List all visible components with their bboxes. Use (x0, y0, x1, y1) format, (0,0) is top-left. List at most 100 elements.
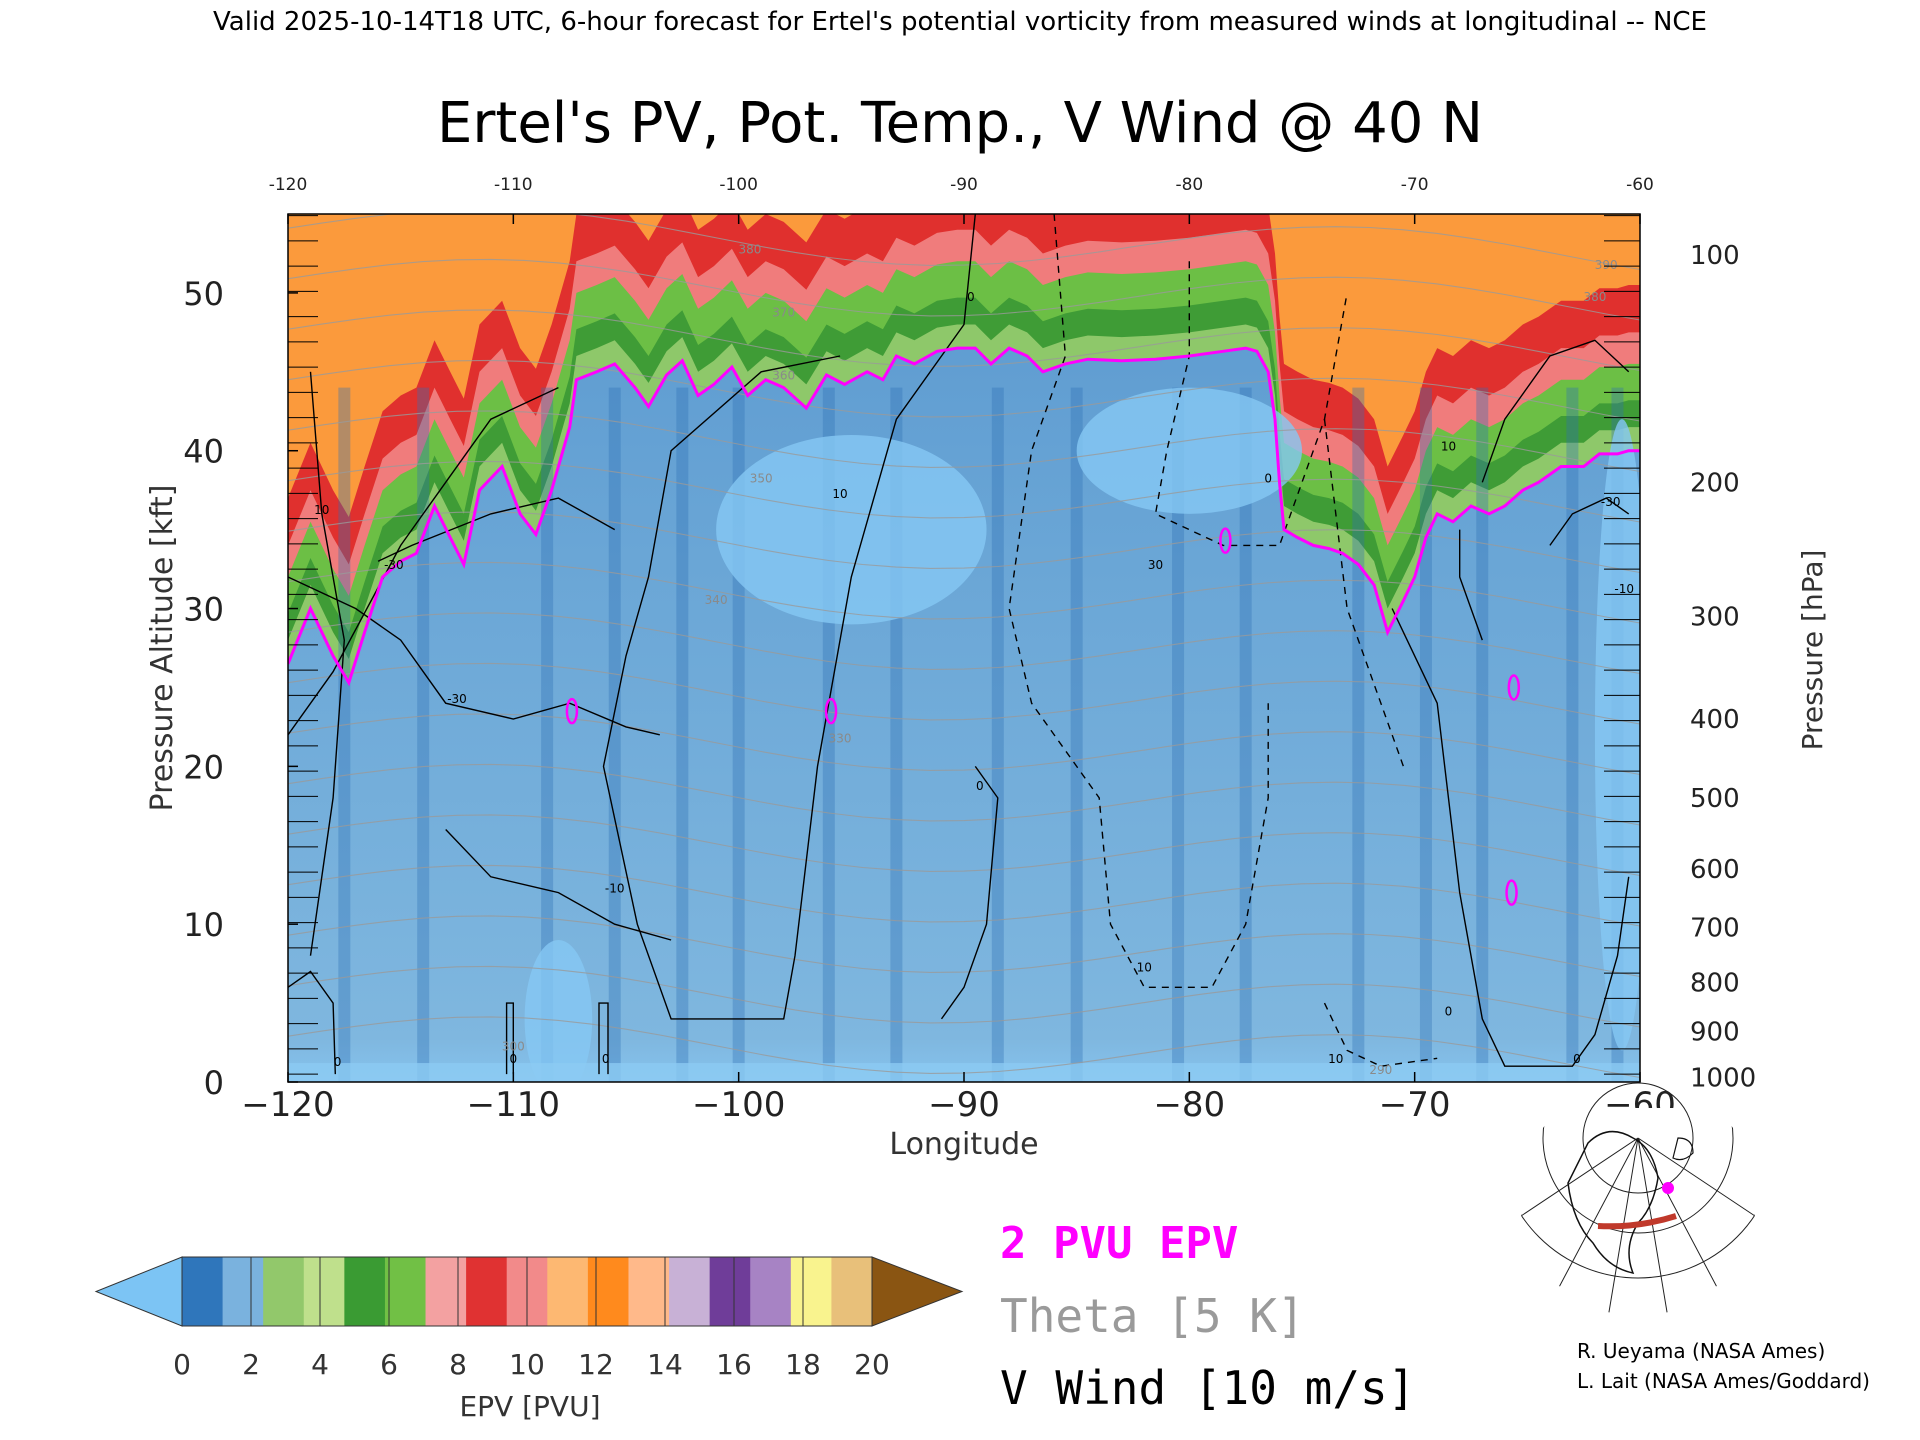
colorbar-tick-label: 16 (716, 1348, 752, 1381)
pv-isolated-contour (1505, 879, 1518, 906)
theta-label: 370 (772, 306, 795, 320)
vwind-contour (377, 497, 616, 562)
colorbar-segment (222, 1257, 264, 1326)
theta-contour (288, 612, 1640, 675)
theta-contour (288, 915, 1640, 978)
x-tick-label-top: -110 (494, 175, 533, 195)
y-tick-label: 40 (183, 433, 224, 471)
theta-label: 380 (1583, 290, 1606, 304)
vwind-label: 0 (976, 779, 984, 793)
x-tick-label: −110 (467, 1085, 560, 1125)
theta-contour (288, 258, 1640, 321)
vwind-label: 10 (1137, 961, 1152, 975)
colorbar-tick-label: 20 (854, 1348, 890, 1381)
pv-streak-2 (541, 387, 554, 1082)
vwind-label: -30 (1601, 495, 1621, 509)
colorbar-tick-label: 8 (449, 1348, 467, 1381)
pv-light-patch-0 (716, 434, 987, 625)
pv-light-patch-3 (1594, 419, 1640, 1051)
vwind-contour (1549, 497, 1630, 546)
vwind-label: 0 (602, 1052, 610, 1066)
theta-contour (288, 309, 1640, 372)
pv-streak-14 (1476, 387, 1489, 1082)
colorbar-tick-label: 12 (578, 1348, 614, 1381)
header-text: Valid 2025-10-14T18 UTC, 6-hour forecast… (213, 7, 1707, 37)
x-tick-label: −80 (1153, 1085, 1225, 1125)
pv-2pvu-boundary (288, 346, 1640, 687)
vwind-label: -30 (447, 692, 467, 706)
colorbar-tick-label: 4 (311, 1348, 329, 1381)
colorbar-segment (303, 1257, 345, 1326)
vwind-contour (288, 576, 660, 736)
pressure-tick-label: 700 (1690, 913, 1740, 943)
x-tick-label: −70 (1379, 1085, 1451, 1125)
pressure-tick-label: 500 (1690, 784, 1740, 814)
colorbar-segment (628, 1257, 670, 1326)
pv-isolated-contour (565, 697, 579, 725)
colorbar-segment (750, 1257, 792, 1326)
vwind-contour (505, 1002, 514, 1075)
pressure-tick-label: 200 (1690, 468, 1740, 498)
colorbar: 0 2 4 6 8 10 12 14 16 18 20 (94, 1256, 964, 1381)
credit-line-1: R. Ueyama (NASA Ames) (1577, 1339, 1825, 1363)
theta-contour (288, 460, 1640, 523)
colorbar-segment (790, 1257, 832, 1326)
vwind-contours (288, 214, 1630, 1075)
pv-streak-15 (1566, 387, 1579, 1082)
pv-streak-9 (1070, 387, 1083, 1082)
vwind-contour (602, 214, 976, 1020)
x-tick-label-top: -80 (1175, 175, 1203, 195)
theta-contour (288, 511, 1640, 574)
theta-contour (288, 214, 1640, 271)
theta-label: 390 (1595, 258, 1618, 272)
vwind-label: 0 (334, 1055, 342, 1069)
legend-vwind: V Wind [10 m/s] (1000, 1361, 1415, 1415)
colorbar-segment (831, 1257, 873, 1326)
vwind-contour-negative (1323, 419, 1405, 767)
pv-streak-0 (338, 387, 351, 1082)
x-tick-label-top: -100 (719, 175, 758, 195)
x-axis-label: Longitude (889, 1127, 1038, 1162)
vwind-contour-negative (1323, 1002, 1438, 1067)
colorbar-segment (384, 1257, 427, 1326)
vwind-label: -10 (1614, 582, 1634, 596)
vwind-contour (288, 386, 559, 736)
colorbar-segment (709, 1257, 751, 1326)
pv-isolated-contour (1507, 674, 1521, 701)
pv-streak-4 (676, 387, 689, 1082)
pv-isolated-contour (1219, 527, 1232, 554)
vwind-contour-negative (1008, 214, 1269, 988)
vwind-label: 0 (967, 290, 975, 304)
pressure-tick-label: 600 (1690, 855, 1740, 885)
pressure-tick-label: 300 (1690, 602, 1740, 632)
x-tick-label: −100 (692, 1085, 785, 1125)
colorbar-tick-label: 0 (173, 1348, 191, 1381)
axes: −120-120−110-110−100-100−90-90−80-80−70-… (183, 175, 1756, 1125)
colorbar-segment (669, 1257, 711, 1326)
colorbar-low-arrow (94, 1256, 183, 1327)
theta-contour (288, 561, 1640, 624)
colorbar-label: EPV [PVU] (459, 1390, 600, 1423)
theta-label: 340 (705, 593, 728, 607)
vwind-contour (309, 371, 346, 956)
vwind-contour (940, 765, 999, 1020)
chart-title: Ertel's PV, Pot. Temp., V Wind @ 40 N (437, 91, 1483, 156)
vwind-contour (1391, 608, 1630, 1067)
vwind-contour (288, 970, 336, 1075)
theta-contour (288, 763, 1640, 826)
y-tick-label: 20 (183, 748, 224, 786)
theta-label: 360 (772, 369, 795, 383)
theta-label: 350 (750, 471, 773, 485)
vwind-label: 0 (1264, 471, 1272, 485)
pv-streak-1 (417, 387, 430, 1082)
colorbar-high-arrow (871, 1256, 964, 1327)
vwind-label: 10 (1441, 440, 1456, 454)
vwind-label: 10 (832, 487, 847, 501)
pv-streak-10 (1172, 387, 1185, 1082)
y-tick-label: 0 (204, 1064, 224, 1102)
theta-label: 330 (829, 732, 852, 746)
legend-pv: 2 PVU EPV (1000, 1218, 1238, 1269)
pressure-tick-label: 900 (1690, 1017, 1740, 1047)
vwind-label: 0 (1445, 1005, 1453, 1019)
